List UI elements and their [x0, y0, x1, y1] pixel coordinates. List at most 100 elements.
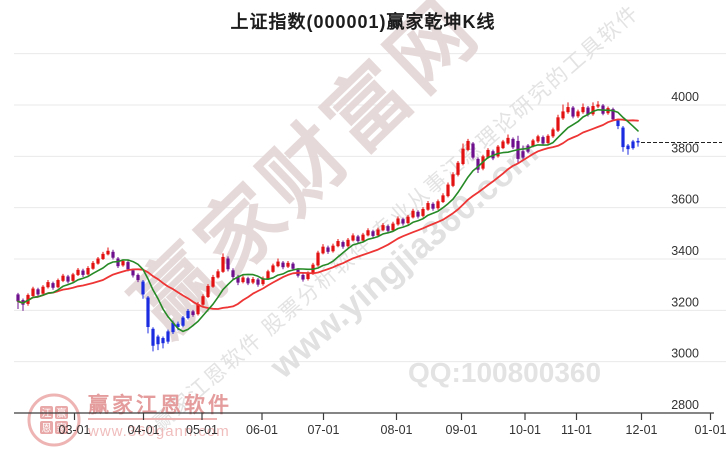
candle-body — [406, 216, 410, 224]
candle-body — [561, 111, 565, 119]
watermark-qq: QQ:100800360 — [408, 357, 601, 388]
y-axis-labels: 4000 3800 3600 3400 3200 3000 2800 — [671, 90, 699, 412]
candle-body — [71, 274, 75, 281]
candle-body — [401, 219, 405, 224]
candle-body — [96, 258, 100, 264]
candle-body — [426, 203, 430, 210]
candle-body — [471, 143, 475, 158]
candle-body — [366, 230, 370, 236]
candle-body — [61, 275, 65, 281]
seal-char: 家 — [57, 422, 67, 435]
candle-body — [36, 289, 40, 295]
candle-body — [31, 288, 35, 296]
ma-line — [17, 118, 639, 310]
candle-body — [626, 145, 630, 150]
candle-body — [246, 278, 250, 284]
candle-body — [281, 262, 285, 268]
candle-body — [66, 276, 70, 282]
candle-body — [86, 267, 90, 275]
candle-body — [286, 262, 290, 267]
x-tick-label: 01-01 — [695, 423, 726, 437]
candle-body — [326, 247, 330, 252]
candle-body — [436, 201, 440, 209]
candle-body — [411, 210, 415, 218]
candle-body — [191, 311, 195, 315]
candle-body — [576, 111, 580, 117]
candle-body — [486, 149, 490, 158]
x-tick-label: 12-01 — [626, 423, 658, 437]
candle-body — [181, 317, 185, 326]
y-tick-label: 4000 — [671, 90, 699, 104]
candle-body — [146, 297, 150, 328]
seal-tile — [40, 421, 53, 434]
candle-body — [171, 322, 175, 333]
candle-body — [331, 245, 335, 252]
candle-body — [531, 140, 535, 147]
candle-body — [451, 174, 455, 186]
chart-title: 上证指数(000001)赢家乾坤K线 — [230, 12, 496, 32]
candle-body — [441, 195, 445, 203]
candle-body — [461, 148, 465, 165]
candle-body — [46, 282, 50, 288]
candle-body — [101, 253, 105, 259]
candle-body — [211, 276, 215, 287]
candle-body — [121, 261, 125, 266]
x-tick-label: 06-01 — [246, 423, 278, 437]
x-tick-label: 09-01 — [446, 423, 478, 437]
y-tick-label: 3400 — [671, 244, 699, 258]
candle-body — [76, 269, 80, 275]
candle-body — [196, 303, 200, 315]
grid-lines — [14, 53, 726, 363]
y-tick-label: 2800 — [671, 398, 699, 412]
candle-body — [276, 261, 280, 267]
candle-body — [391, 223, 395, 231]
candle-body — [251, 279, 255, 283]
candle-body — [256, 279, 260, 285]
x-tick-label: 11-01 — [561, 423, 592, 437]
candle-body — [206, 285, 210, 297]
candle-body — [551, 129, 555, 137]
candle-body — [556, 117, 560, 131]
candle-body — [41, 286, 45, 294]
candle-body — [386, 226, 390, 231]
candle-body — [111, 251, 115, 258]
x-tick-label: 07-01 — [308, 423, 340, 437]
candle-body — [376, 229, 380, 236]
candle-body — [236, 276, 240, 283]
seal-tile — [55, 421, 68, 434]
candle-body — [456, 162, 460, 175]
candles-group — [16, 101, 640, 352]
y-tick-label: 3200 — [671, 295, 699, 309]
candle-body — [156, 336, 160, 345]
candle-body — [511, 138, 515, 148]
y-tick-label: 3800 — [671, 141, 699, 155]
candle-body — [346, 239, 350, 247]
candle-body — [141, 281, 145, 295]
candle-body — [501, 141, 505, 149]
candle-body — [306, 273, 310, 280]
candle-body — [466, 140, 470, 150]
candle-body — [631, 141, 635, 149]
candle-body — [266, 271, 270, 280]
x-tick-label: 10-01 — [509, 423, 541, 437]
candle-body — [321, 246, 325, 254]
ma-line — [17, 109, 639, 333]
candle-body — [131, 270, 135, 276]
candle-body — [291, 263, 295, 269]
candle-body — [581, 107, 585, 113]
y-tick-label: 3600 — [671, 193, 699, 207]
candle-body — [151, 328, 155, 346]
candle-body — [241, 277, 245, 283]
x-tick-label: 04-01 — [128, 423, 160, 437]
candle-body — [566, 107, 570, 113]
candle-body — [341, 242, 345, 247]
watermark-logo-url: www.360gann.com — [87, 423, 230, 440]
candle-body — [271, 265, 275, 272]
candle-body — [16, 294, 20, 302]
y-tick-label: 3000 — [671, 347, 699, 361]
candle-body — [521, 151, 525, 158]
candle-body — [56, 280, 60, 288]
